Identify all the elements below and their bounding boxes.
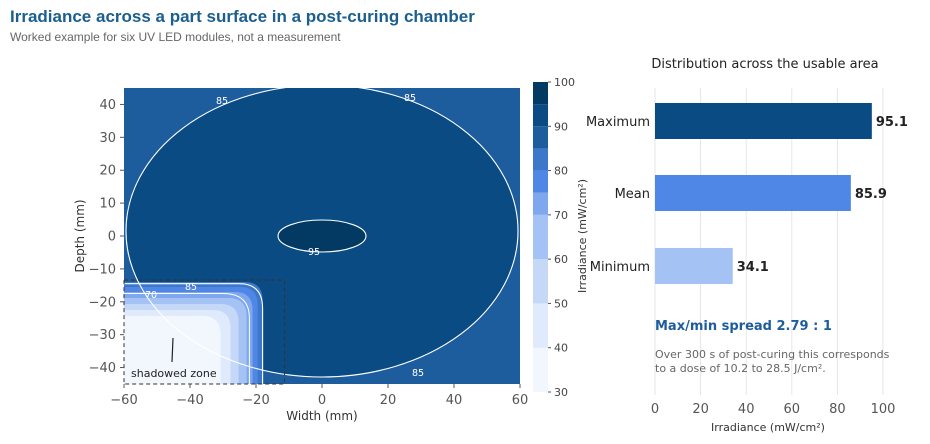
bar-value-label: 34.1 [737,260,769,275]
colorbar-band-95 [533,82,548,105]
x-tick-label: −20 [242,393,269,408]
dose-note-line-1: Over 300 s of post-curing this correspon… [655,348,890,361]
colorbar-band-90 [533,104,548,127]
band-95-100 [278,220,366,252]
contour-label-0: 85 [216,96,228,107]
contour-label-2: 95 [308,247,320,258]
contour-y-axis: −40 −30 −20 −10 0 10 20 30 40 [89,98,124,376]
colorbar-band-40 [533,303,548,348]
bar-minimum [655,248,733,284]
bar-x-tick-label: 20 [692,402,709,417]
colorbar-band-75 [533,170,548,193]
bar-x-tick-label: 100 [871,402,896,417]
colorbar-label: Irradiance (mW/cm²) [576,179,589,293]
shadowed-zone-outline [123,279,286,385]
bar-value-label: 85.9 [855,187,887,202]
contour-lines [124,88,519,384]
colorbar-bands [533,82,548,392]
y-tick-label: −20 [89,295,116,310]
y-tick-label: 30 [99,131,116,146]
colorbar-tick-label: 80 [554,165,568,178]
colorbar-tick-label: 30 [554,386,568,399]
bar-x-tick-label: 0 [651,402,659,417]
colorbar-tick-label: 90 [554,120,568,133]
contour-line-90 [125,88,519,378]
y-tick-label: −10 [89,262,116,277]
contour-label-5: 70 [145,290,157,301]
chart-subtitle: Worked example for six UV LED modules, n… [10,30,341,44]
colorbar-ticks: 30 40 50 60 70 80 90 100 [548,76,575,399]
x-tick-label: 40 [446,393,463,408]
colorbar-tick-label: 70 [554,209,568,222]
contour-y-axis-label: Depth (mm) [73,199,87,272]
contour-line-70-shadow [124,293,250,384]
x-tick-label: 0 [318,393,326,408]
x-tick-label: 60 [512,393,529,408]
contour-line-85-shadow [124,283,264,384]
y-tick-label: 10 [99,197,116,212]
bar-category-label: Minimum [590,260,650,275]
contour-label-3: 85 [412,368,424,379]
bar-chart: Distribution across the usable area Maxi… [586,57,908,434]
bar-maximum [655,103,872,139]
y-tick-label: 0 [108,230,116,245]
shadowed-zone-pointer [171,337,174,363]
colorbar-band-50 [533,259,548,304]
contour-label-1: 85 [404,93,416,104]
bar-x-axis: 0 20 40 60 80 100 [651,402,896,417]
contour-plot: 85 85 95 85 85 70 shadowed zone −60 −40 −20 0 20 4… [73,88,528,423]
contour-labels: 85 85 95 85 85 70 [145,93,424,379]
contour-label-4: 85 [185,282,197,293]
y-tick-label: −40 [89,361,116,376]
y-tick-label: −30 [89,328,116,343]
y-tick-label: 40 [99,98,116,113]
shadowed-zone-label: shadowed zone [131,367,217,380]
bars: Maximum 95.1 Mean 85.9 Minimum 34.1 [586,103,908,284]
bar-x-tick-label: 40 [738,402,755,417]
contour-fill [124,88,520,384]
contour-x-axis: −60 −40 −20 0 20 40 60 [110,384,528,408]
colorbar-tick-label: 100 [554,76,575,89]
colorbar-band-80 [533,148,548,171]
chart-title: Irradiance across a part surface in a po… [10,7,475,26]
x-tick-label: −40 [176,393,203,408]
colorbar-band-85 [533,126,548,149]
x-tick-label: 20 [380,393,397,408]
bar-mean [655,175,851,211]
colorbar-band-70 [533,192,548,215]
bar-value-label: 95.1 [876,115,908,130]
x-tick-label: −60 [110,393,137,408]
bar-x-tick-label: 60 [784,402,801,417]
colorbar-tick-label: 50 [554,297,568,310]
bar-x-axis-label: Irradiance (mW/cm²) [711,421,825,434]
bar-chart-title: Distribution across the usable area [651,57,878,72]
colorbar-tick-label: 60 [554,253,568,266]
bar-x-tick-label: 80 [829,402,846,417]
dose-note-line-2: to a dose of 10.2 to 28.5 J/cm². [655,362,826,375]
bar-category-label: Maximum [586,115,650,130]
colorbar-band-30 [533,347,548,392]
bar-category-label: Mean [615,187,650,202]
colorbar-tick-label: 40 [554,342,568,355]
contour-line-95 [277,219,367,253]
bar-gridlines [654,88,884,395]
spread-text: Max/min spread 2.79 : 1 [655,319,832,334]
y-tick-label: 20 [99,164,116,179]
colorbar-band-60 [533,214,548,260]
contour-x-axis-label: Width (mm) [286,409,357,423]
colorbar: 30 40 50 60 70 80 90 100 Irradiance (mW/cm²) [533,76,589,399]
